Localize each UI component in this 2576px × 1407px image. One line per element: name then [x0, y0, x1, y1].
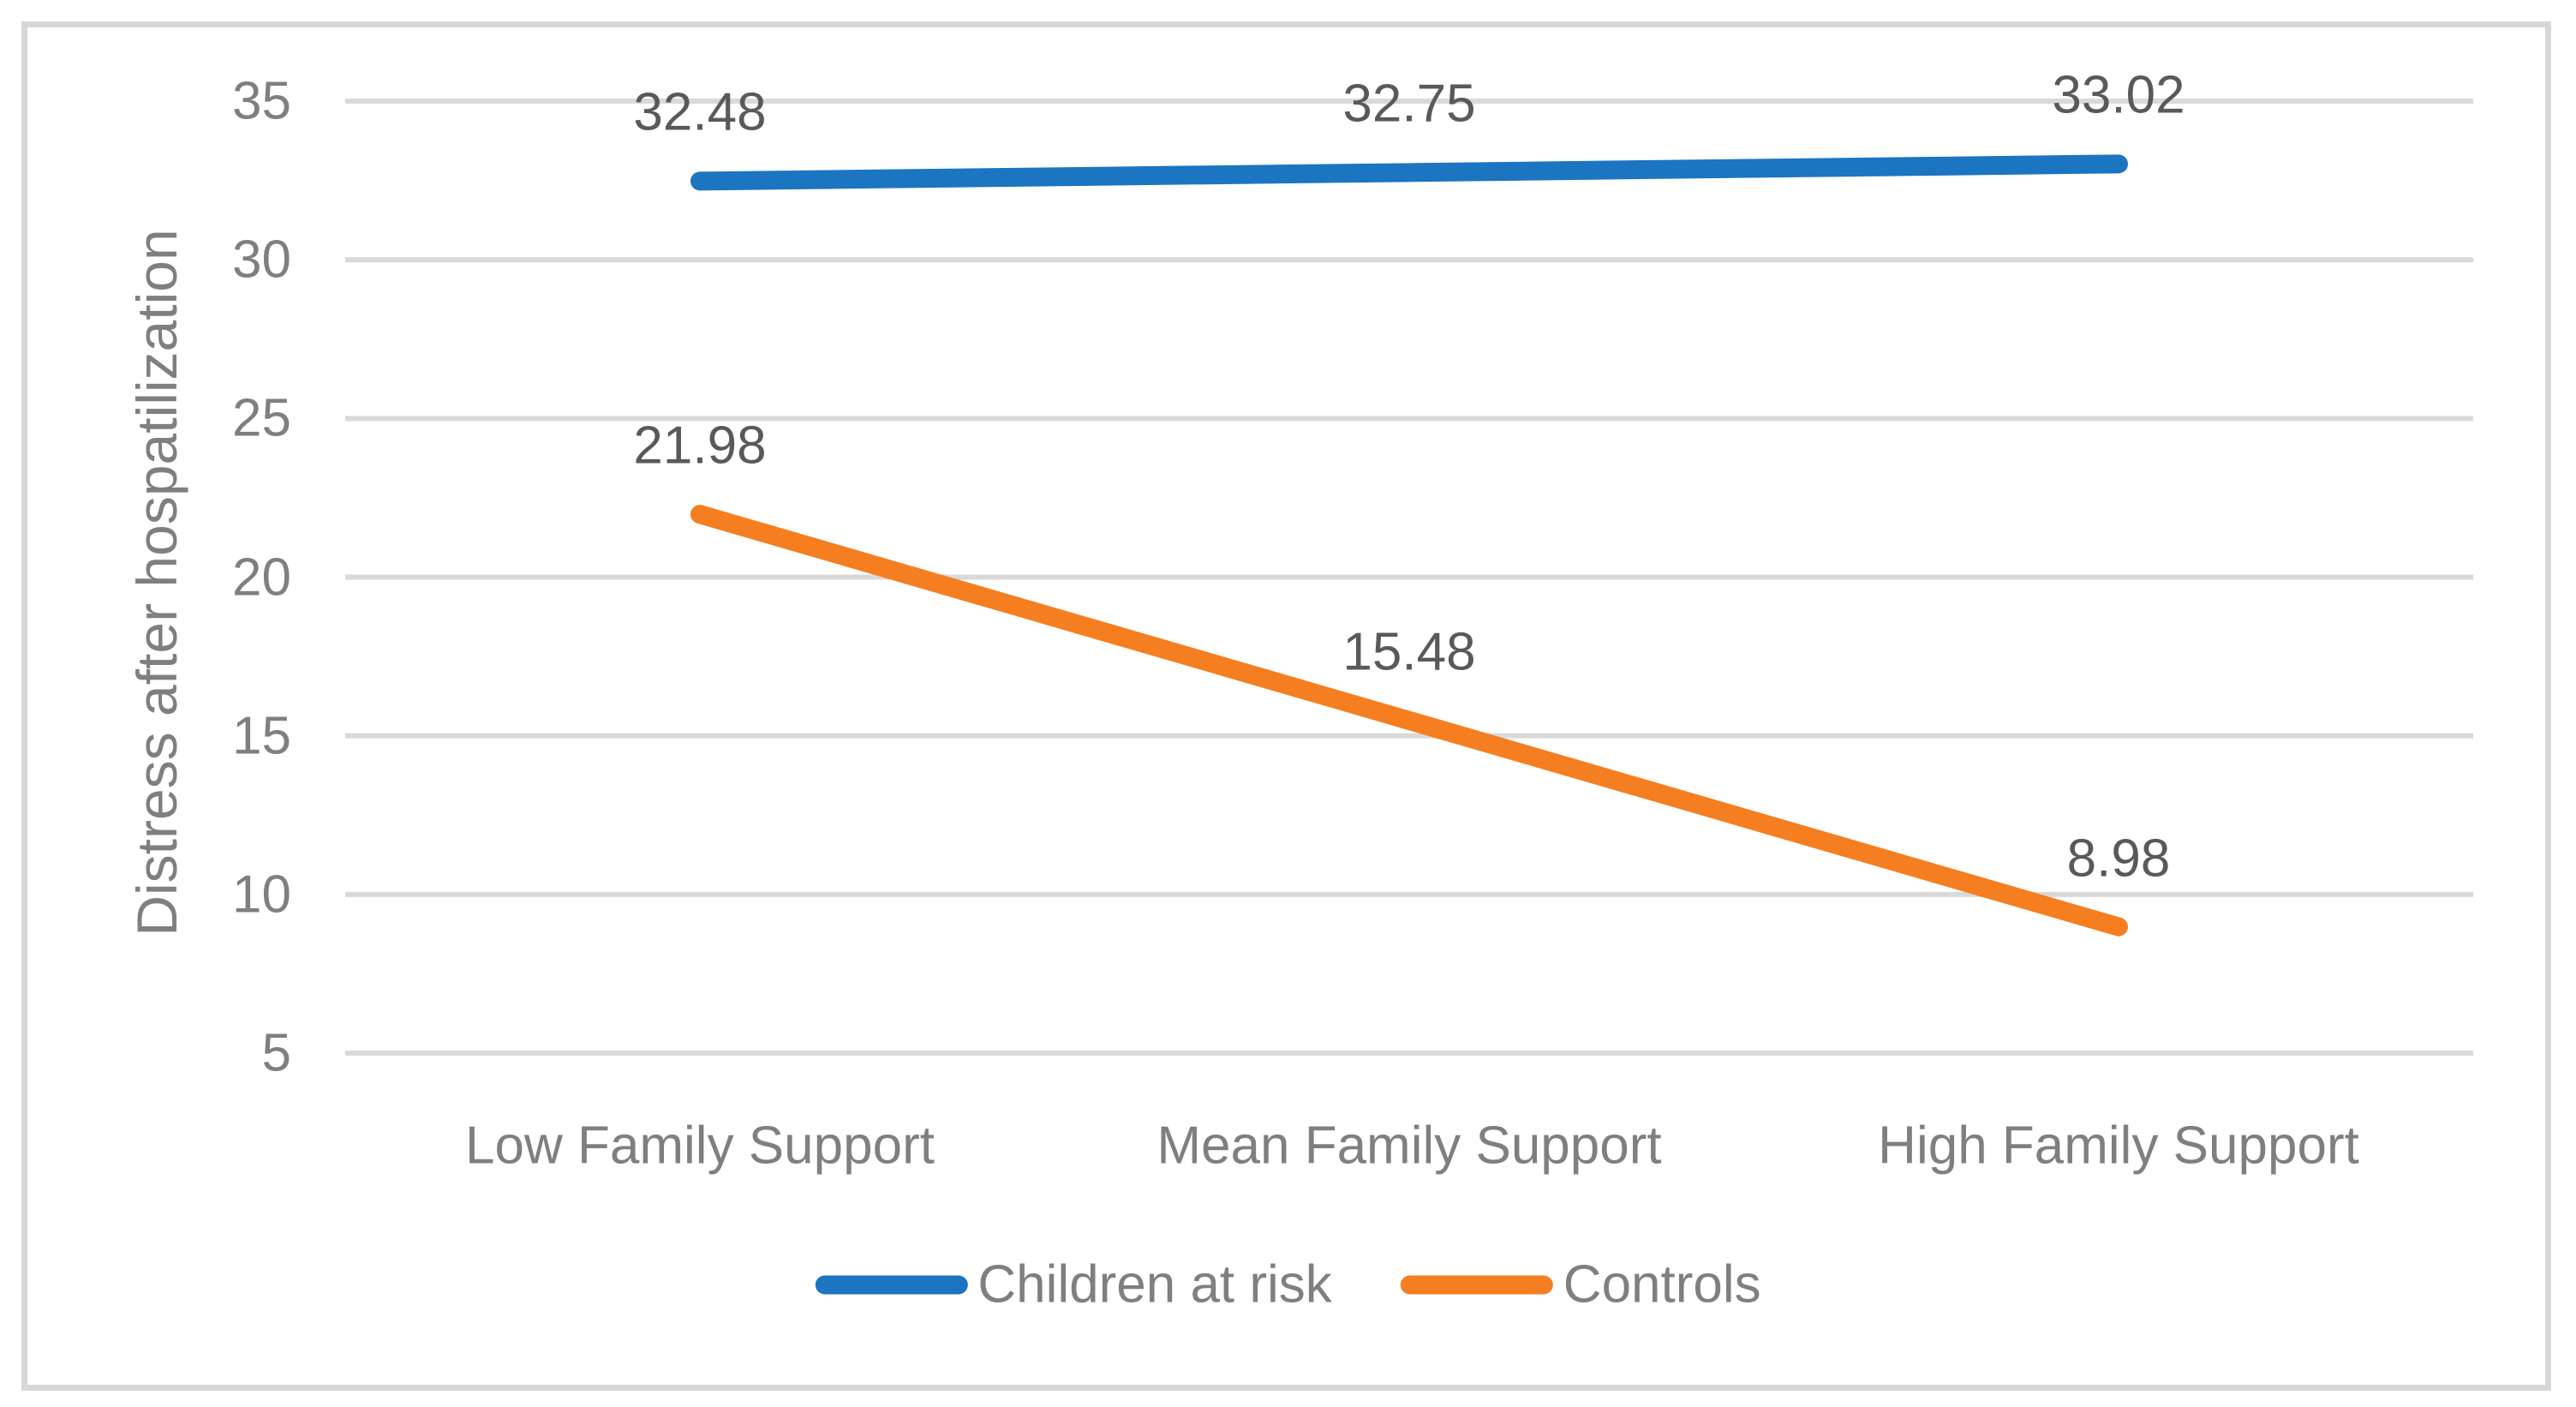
- y-tick-label: 15: [232, 706, 291, 766]
- y-tick-label: 10: [232, 865, 291, 925]
- series-line-controls: [690, 505, 2128, 937]
- legend-label-controls: Controls: [1563, 1254, 1761, 1314]
- y-tick-label: 35: [232, 71, 291, 131]
- x-category-label: Low Family Support: [465, 1116, 935, 1176]
- y-tick-label: 5: [261, 1023, 291, 1083]
- y-axis-title: Distress after hospatilization: [125, 229, 188, 937]
- legend-item-children-at-risk: Children at risk: [815, 1254, 1332, 1315]
- y-tick-label: 30: [232, 230, 291, 290]
- data-label: 8.98: [2066, 829, 2171, 889]
- data-label: 32.48: [633, 82, 767, 142]
- legend-swatch-controls: [1400, 1275, 1553, 1294]
- data-label: 33.02: [2052, 65, 2185, 125]
- data-label: 21.98: [633, 416, 767, 476]
- legend-swatch-children-at-risk: [815, 1275, 968, 1294]
- y-tick-label: 25: [232, 388, 291, 448]
- series-line-children-at-risk: [690, 154, 2128, 191]
- x-category-label: High Family Support: [1878, 1116, 2359, 1176]
- gridlines-group: [345, 99, 2473, 1056]
- legend-item-controls: Controls: [1400, 1254, 1761, 1315]
- legend: Children at risk Controls: [815, 1254, 1761, 1315]
- figure-border: [21, 21, 2551, 1391]
- x-category-label: Mean Family Support: [1157, 1116, 1662, 1176]
- data-label: 15.48: [1342, 622, 1476, 682]
- series-lines-group: [690, 154, 2128, 937]
- y-tick-label: 20: [232, 548, 291, 607]
- data-label: 32.75: [1342, 74, 1476, 134]
- legend-label-children-at-risk: Children at risk: [977, 1254, 1332, 1314]
